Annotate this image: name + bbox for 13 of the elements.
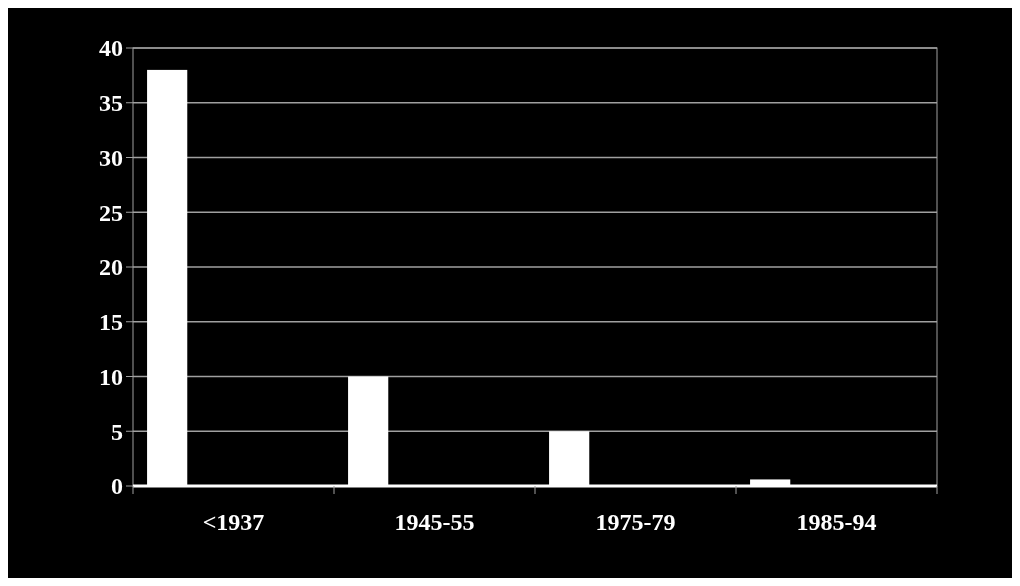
- x-tick-label: 1945-55: [394, 509, 475, 535]
- y-tick-label: 20: [99, 254, 123, 281]
- y-tick-label: 40: [99, 35, 123, 62]
- y-tick-label: 5: [111, 418, 123, 445]
- y-tick-label: 10: [99, 363, 123, 390]
- y-tick-label: 30: [99, 144, 123, 171]
- y-tick-label: 35: [99, 90, 123, 117]
- x-tick-label: 1975-79: [595, 509, 676, 535]
- y-tick-label: 15: [99, 309, 123, 336]
- y-tick-label: 0: [111, 473, 123, 500]
- y-tick-label: 25: [99, 199, 123, 226]
- x-tick-label: <1937: [202, 509, 265, 535]
- x-tick-label: 1985-94: [796, 509, 877, 535]
